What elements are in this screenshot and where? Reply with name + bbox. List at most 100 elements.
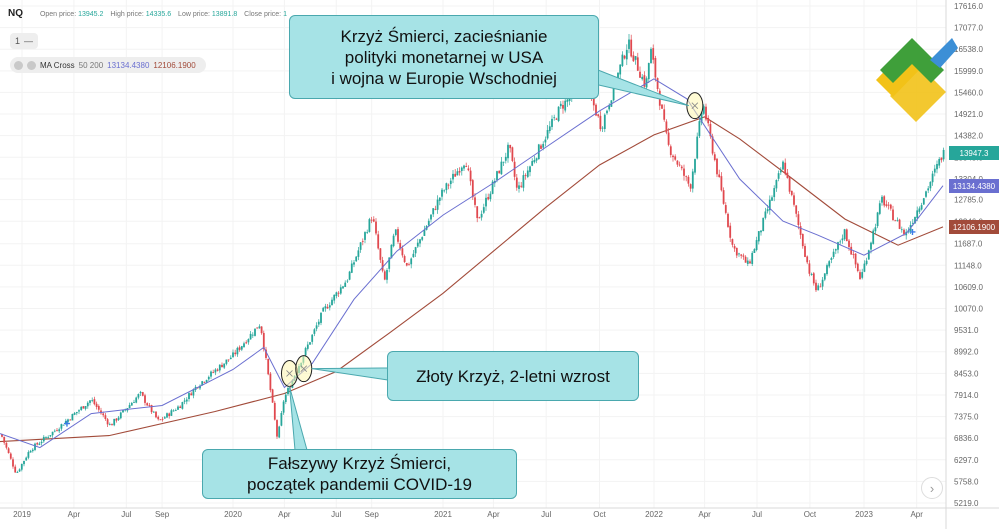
candle-body [445, 183, 448, 191]
callout-line: początek pandemii COVID-19 [247, 475, 472, 494]
open-label: Open price: [39, 11, 77, 18]
collapse-icon[interactable]: — [24, 36, 33, 46]
x-tick-label: Sep [155, 510, 170, 519]
candle-body [746, 260, 749, 264]
candle-body [771, 197, 773, 201]
candle-body [643, 75, 646, 87]
cross-x-mark [286, 370, 293, 377]
scroll-right-button[interactable]: › [921, 477, 943, 499]
candle-body [381, 260, 384, 271]
candle-body [392, 235, 395, 247]
candle-body [205, 379, 208, 383]
candle-body [69, 419, 72, 421]
candle-body [834, 249, 837, 251]
candle-body [394, 229, 397, 235]
candle-body [152, 411, 155, 413]
candle-body [18, 469, 21, 472]
candle-body [933, 168, 936, 173]
candle-body [75, 411, 78, 414]
candle-body [311, 334, 314, 342]
candle-body [819, 286, 822, 288]
candle-body [117, 417, 120, 420]
candle-body [256, 327, 259, 329]
candle-body [313, 329, 316, 334]
candle-body [762, 217, 765, 232]
callout-golden-cross: Złoty Krzyż, 2-letni wzrost [387, 351, 639, 401]
callout-line: Krzyż Śmierci, zacieśnianie [340, 26, 548, 46]
hide-indicator-icon[interactable] [14, 60, 23, 70]
candle-body [419, 239, 421, 244]
candle-body [870, 242, 872, 250]
candle-body [271, 389, 274, 403]
candle-body [731, 239, 734, 245]
candle-body [240, 346, 243, 350]
candle-body [927, 188, 930, 191]
candle-body [436, 199, 439, 210]
y-tick-label: 6297.0 [954, 456, 979, 465]
indicator-legend[interactable]: MA Cross 50 200 13134.4380 12106.1900 [10, 57, 206, 73]
candle-body [84, 406, 87, 409]
low-value: 13891.8 [211, 11, 238, 18]
candle-body [841, 238, 844, 241]
x-tick-label: Apr [910, 510, 923, 519]
candle-body [344, 282, 347, 287]
candle-body [696, 136, 699, 159]
candle-body [60, 424, 63, 429]
candle-body [529, 166, 531, 173]
candle-body [766, 209, 769, 212]
candle-body [350, 263, 353, 273]
candle-body [304, 348, 307, 356]
candle-body [192, 389, 195, 396]
candle-body [335, 292, 338, 297]
candle-body [326, 306, 329, 309]
candle-body [339, 287, 342, 294]
candle-body [25, 457, 28, 461]
candle-body [82, 406, 85, 409]
candle-body [709, 123, 712, 137]
candle-body [768, 199, 771, 211]
candle-body [918, 208, 921, 212]
candle-body [900, 229, 903, 231]
candle-body [826, 265, 828, 275]
candle-body [705, 106, 707, 120]
candle-body [401, 248, 404, 256]
x-tick-label: Apr [278, 510, 291, 519]
candle-body [166, 413, 168, 418]
y-tick-label: 16538.0 [954, 45, 983, 54]
candle-body [564, 100, 567, 111]
x-tick-label: Jul [752, 510, 762, 519]
candle-body [469, 170, 472, 182]
candle-body [306, 344, 309, 349]
candle-body [1, 434, 3, 437]
candle-body [830, 258, 833, 260]
candle-body [623, 55, 626, 59]
candle-body [456, 171, 459, 176]
interval-selector[interactable]: 1 — [10, 33, 38, 49]
y-tick-label: 7375.0 [954, 413, 979, 422]
candle-body [850, 246, 853, 255]
slow-ma-line [0, 116, 944, 443]
candle-body [364, 232, 366, 240]
candle-body [740, 254, 743, 256]
candle-body [122, 409, 124, 413]
candle-body [837, 242, 839, 250]
low-label: Low price: [178, 11, 210, 18]
candle-body [674, 156, 677, 160]
candle-body [438, 197, 441, 201]
candle-body [507, 144, 509, 159]
candle-body [667, 132, 670, 145]
candle-body [680, 166, 683, 169]
y-tick-label: 6836.0 [954, 434, 979, 443]
candle-body [896, 220, 899, 222]
candle-body [430, 214, 432, 220]
candle-body [34, 443, 36, 450]
candle-body [628, 39, 630, 49]
candle-body [916, 210, 919, 218]
candle-body [317, 321, 320, 325]
candle-body [320, 312, 322, 323]
gear-icon[interactable] [27, 60, 36, 70]
candle-body [647, 63, 650, 80]
candle-body [137, 394, 140, 398]
